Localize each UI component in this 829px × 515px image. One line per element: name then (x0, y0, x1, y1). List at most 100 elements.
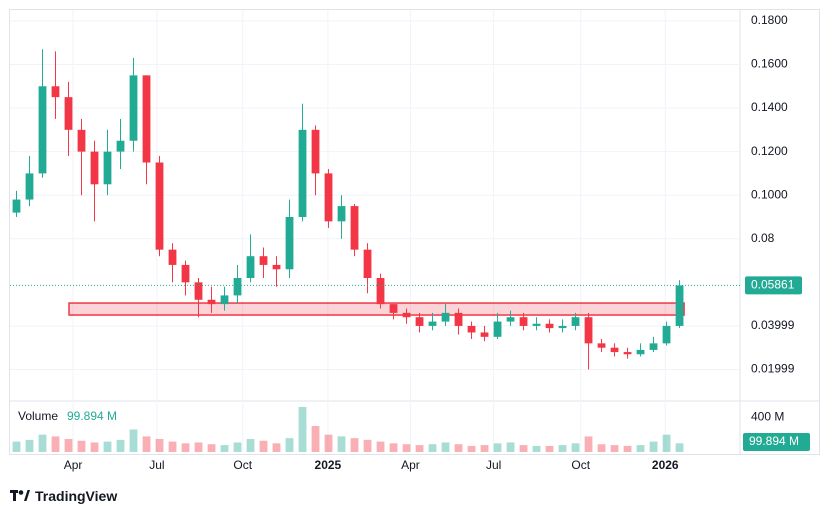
volume-bar (12, 441, 21, 452)
candle-body (142, 75, 151, 163)
last-volume-box (743, 433, 810, 451)
candle-body (51, 86, 60, 98)
candle-body (181, 264, 190, 283)
volume-bar (649, 441, 658, 452)
candle-body (376, 277, 385, 305)
candle-body (259, 256, 268, 265)
y-tick-label: 0.1000 (751, 187, 788, 201)
candle-body (649, 343, 658, 350)
x-tick-label: Oct (571, 458, 590, 472)
candle-body (610, 347, 619, 353)
x-tick-label: 2026 (652, 458, 679, 472)
y-tick-label: 0.1400 (751, 100, 788, 114)
volume-bar (623, 445, 632, 452)
volume-bar (519, 445, 528, 452)
volume-bar (493, 443, 502, 452)
candle-body (207, 299, 216, 305)
volume-bar (363, 439, 372, 452)
x-tick-label: Jul (149, 458, 164, 472)
x-tick-label: Oct (233, 458, 252, 472)
candle-body (116, 140, 125, 152)
volume-bar (181, 443, 190, 452)
volume-bar (220, 445, 229, 452)
chart: Volume 99.894 M 0.1800 0.1600 0.1400 0.1200… (9, 9, 820, 472)
y-tick-label: 0.01999 (751, 362, 795, 376)
x-tick-label: Apr (64, 458, 83, 472)
candle-body (194, 282, 203, 300)
candle-body (597, 343, 606, 348)
candle-body (402, 312, 411, 318)
candle-body (428, 321, 437, 326)
candle-body (77, 129, 86, 152)
volume-bar (311, 426, 320, 452)
candle-body (168, 249, 177, 265)
volume-bar (545, 445, 554, 452)
volume-bar (298, 406, 307, 452)
y-tick-label: 0.1200 (751, 144, 788, 158)
plot (10, 49, 740, 452)
volume-bar (259, 440, 268, 452)
candle-body (324, 173, 333, 222)
volume-bar (597, 444, 606, 452)
volume-bar (584, 436, 593, 452)
candle-body (285, 216, 294, 270)
volume-bar (571, 443, 580, 452)
y-tick-label: 0.03999 (751, 318, 795, 332)
candle-body (571, 317, 580, 326)
candle-body (636, 349, 645, 355)
volume-bar (207, 444, 216, 452)
logo (10, 490, 30, 501)
x-tick-label: Jul (486, 458, 501, 472)
last-volume-label: 99.894 M (749, 434, 799, 448)
candle-body (415, 317, 424, 326)
volume-bar (285, 438, 294, 452)
volume-bar (51, 436, 60, 452)
candle-body (480, 332, 489, 337)
volume-last: 99.894 M (67, 409, 117, 423)
candle-body (584, 317, 593, 344)
volume-title: Volume (18, 409, 58, 423)
volume-bar (636, 445, 645, 452)
candle-body (662, 325, 671, 344)
volume-bar (77, 440, 86, 452)
candle-body (246, 256, 255, 278)
volume-bar (532, 445, 541, 452)
candle-body (532, 323, 541, 326)
candle-body (519, 317, 528, 326)
candle-body (467, 325, 476, 333)
last-price-label: 0.05861 (751, 278, 795, 292)
candle-body (103, 151, 112, 185)
volume-bar (454, 444, 463, 452)
candle-body (155, 162, 164, 250)
volume-bar (90, 442, 99, 452)
candle-body (558, 325, 567, 329)
volume-bar (350, 438, 359, 452)
volume-bar (233, 442, 242, 452)
volume-bar (246, 439, 255, 452)
x-tick-label: 2025 (315, 458, 342, 472)
volume-bar (610, 445, 619, 452)
volume-bar (480, 445, 489, 452)
volume-bar (142, 436, 151, 452)
volume-bar (415, 445, 424, 452)
candle-body (64, 97, 73, 130)
support-zone (68, 302, 685, 316)
volume-tick-label: 400 M (751, 410, 784, 424)
candle-body (129, 75, 138, 141)
y-tick-label: 0.08 (751, 231, 775, 245)
candle-body (233, 277, 242, 296)
chart-frame (9, 9, 820, 455)
volume-bar (558, 445, 567, 452)
candle-body (441, 312, 450, 322)
volume-bar (324, 434, 333, 452)
branding: TradingView (10, 488, 117, 504)
candle-body (220, 295, 229, 305)
volume-bar (662, 434, 671, 452)
volume-bar (272, 443, 281, 452)
volume-bar (675, 443, 684, 452)
volume-bar (506, 442, 515, 452)
volume-bar (103, 441, 112, 452)
candle-body (623, 352, 632, 355)
volume-bar (376, 441, 385, 452)
volume-bar (25, 439, 34, 452)
